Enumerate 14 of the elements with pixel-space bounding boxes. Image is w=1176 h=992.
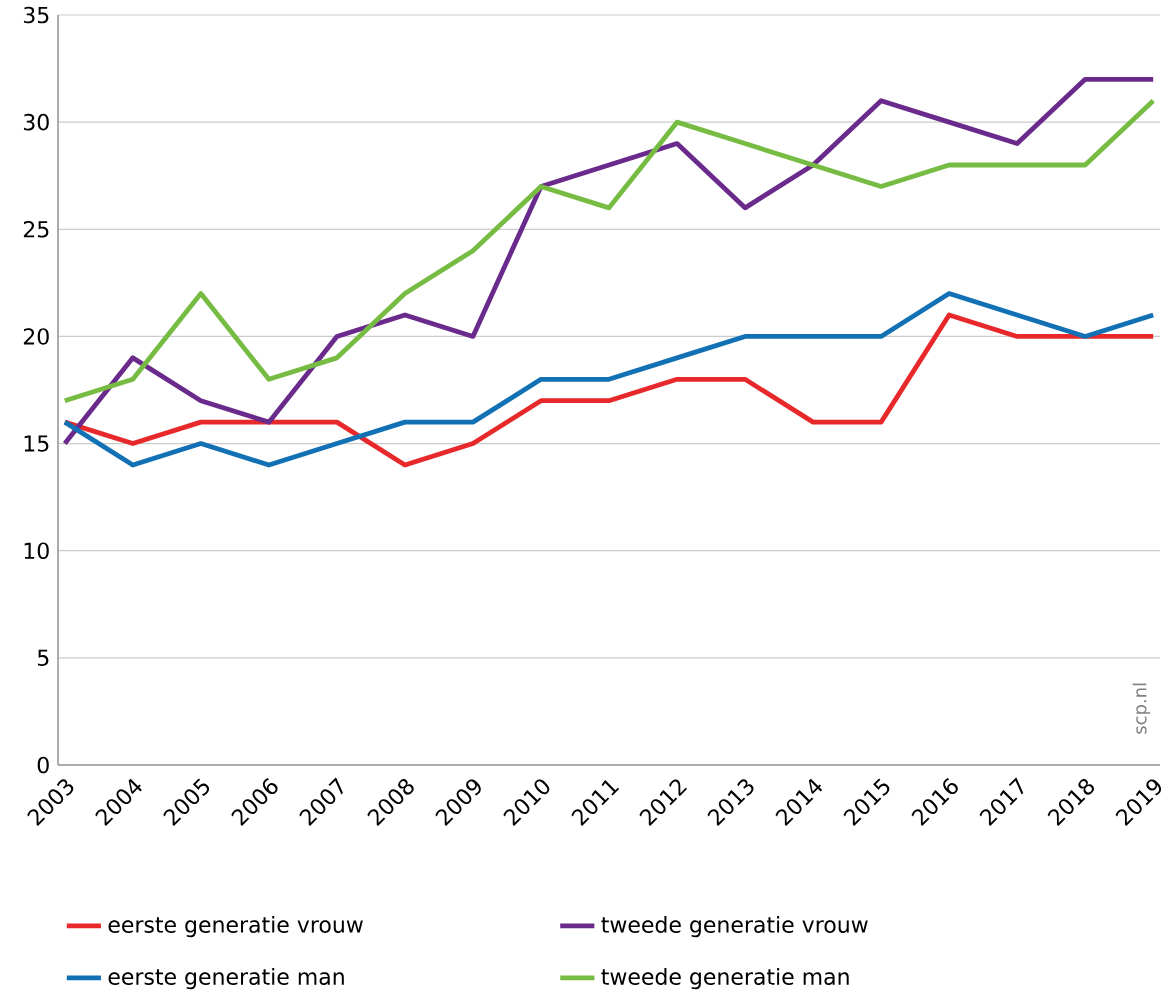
y-tick-label: 5 bbox=[37, 649, 49, 667]
y-tick-label: 0 bbox=[37, 756, 49, 774]
y-tick-label: 30 bbox=[23, 113, 49, 131]
y-tick-label: 15 bbox=[24, 435, 49, 452]
y-tick-label: 20 bbox=[23, 328, 49, 345]
legend-label: eerste generatie man bbox=[108, 967, 344, 990]
legend-label: eerste generatie vrouw bbox=[108, 915, 363, 938]
line-series bbox=[62, 76, 1156, 446]
y-tick-label: 35 bbox=[23, 6, 49, 24]
legend-label: tweede generatie vrouw bbox=[601, 915, 868, 938]
y-tick-label: 10 bbox=[24, 542, 49, 560]
y-tick-label: 25 bbox=[23, 220, 49, 238]
legend-label: tweede generatie man bbox=[601, 967, 849, 990]
annotation: scp.nl bbox=[1132, 683, 1151, 734]
